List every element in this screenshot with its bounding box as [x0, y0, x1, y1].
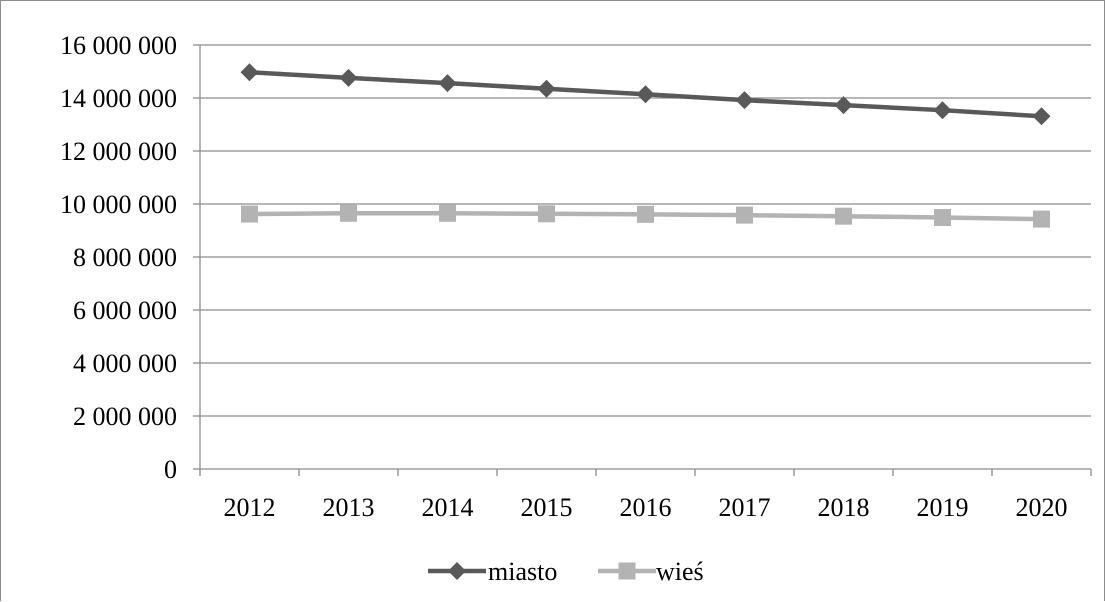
legend-label: miasto: [488, 557, 557, 586]
y-tick-label: 10 000 000: [60, 190, 177, 219]
x-tick-label: 2020: [1016, 493, 1068, 522]
x-tick-label: 2013: [323, 493, 375, 522]
data-point: [340, 204, 357, 222]
x-tick-label: 2015: [521, 493, 573, 522]
y-tick-label: 12 000 000: [60, 137, 177, 166]
data-point: [538, 205, 555, 223]
y-tick-label: 6 000 000: [73, 296, 177, 325]
legend-item-wieś: wieś: [598, 557, 704, 586]
data-point: [933, 101, 952, 120]
legend-item-miasto: miasto: [428, 557, 557, 586]
legend-label: wieś: [656, 557, 704, 586]
data-point: [934, 209, 951, 227]
data-point: [438, 74, 457, 93]
x-tick-label: 2012: [224, 493, 276, 522]
y-tick-label: 8 000 000: [73, 243, 177, 272]
y-tick-label: 2 000 000: [73, 402, 177, 431]
data-point: [240, 63, 259, 82]
data-point: [1032, 107, 1051, 126]
x-tick-label: 2014: [422, 493, 474, 522]
data-point: [1033, 210, 1050, 228]
x-tick-label: 2017: [719, 493, 771, 522]
legend-marker: [618, 562, 636, 580]
x-tick-label: 2018: [818, 493, 870, 522]
x-tick-label: 2016: [620, 493, 672, 522]
data-point: [636, 85, 655, 104]
y-tick-label: 4 000 000: [73, 349, 177, 378]
data-point: [834, 96, 853, 115]
series-wieś: [241, 204, 1050, 228]
data-point: [736, 206, 753, 224]
data-point: [439, 204, 456, 222]
x-axis-tick-labels: 2012 2013 2014 2015 2016 2017 2018 2019 2020: [224, 493, 1068, 522]
data-point: [735, 91, 754, 110]
series-lines: [240, 63, 1051, 228]
y-tick-label: 0: [164, 455, 177, 484]
legend: miasto wieś: [428, 557, 704, 586]
y-tick-label: 16 000 000: [60, 31, 177, 60]
x-tick-label: 2019: [917, 493, 969, 522]
data-point: [339, 68, 358, 87]
data-point: [637, 205, 654, 223]
axes: [193, 44, 1092, 476]
data-point: [835, 207, 852, 225]
legend-marker: [448, 562, 466, 580]
gridlines: [200, 44, 1091, 417]
y-tick-label: 14 000 000: [60, 84, 177, 113]
data-point: [241, 205, 258, 223]
data-point: [537, 79, 556, 98]
y-axis-tick-labels: 0 2 000 000 4 000 000 6 000 000 8 000 000 10 …: [60, 31, 177, 484]
series-miasto: [240, 63, 1051, 126]
